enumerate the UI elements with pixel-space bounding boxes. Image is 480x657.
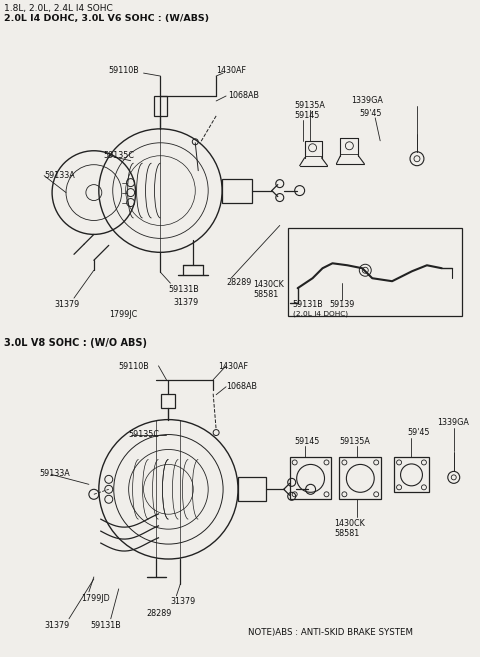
Text: 1799JD: 1799JD <box>81 594 109 603</box>
Text: 59135A: 59135A <box>295 101 325 110</box>
Text: 58581: 58581 <box>253 290 278 299</box>
Text: 59135A: 59135A <box>339 436 370 445</box>
Text: 3.0L V8 SOHC : (W/O ABS): 3.0L V8 SOHC : (W/O ABS) <box>4 338 147 348</box>
Text: 59135C: 59135C <box>104 150 135 160</box>
Bar <box>161 394 175 407</box>
Text: 58581: 58581 <box>335 529 360 538</box>
Text: 1339GA: 1339GA <box>437 418 469 426</box>
Text: 59131B: 59131B <box>91 621 121 630</box>
Text: 1799JC: 1799JC <box>109 310 137 319</box>
Text: 59139: 59139 <box>330 300 355 309</box>
Text: 1430AF: 1430AF <box>218 362 248 371</box>
Text: NOTE)ABS : ANTI-SKID BRAKE SYSTEM: NOTE)ABS : ANTI-SKID BRAKE SYSTEM <box>248 627 413 637</box>
Text: 59110B: 59110B <box>108 66 139 75</box>
Text: 31379: 31379 <box>170 597 196 606</box>
Bar <box>394 457 429 492</box>
Text: 59'45: 59'45 <box>407 428 430 437</box>
Text: 1.8L, 2.0L, 2.4L I4 SOHC: 1.8L, 2.0L, 2.4L I4 SOHC <box>4 5 113 13</box>
Text: 28289: 28289 <box>146 609 172 618</box>
Bar <box>339 457 381 499</box>
Text: 59133A: 59133A <box>44 171 75 179</box>
Text: 1339GA: 1339GA <box>351 96 383 105</box>
Bar <box>154 96 168 116</box>
Text: 59131B: 59131B <box>293 300 324 309</box>
Text: 31379: 31379 <box>44 621 70 630</box>
Text: 28289: 28289 <box>226 278 252 287</box>
Text: 59'45: 59'45 <box>360 109 382 118</box>
Text: 1068AB: 1068AB <box>228 91 259 100</box>
Bar <box>238 478 266 501</box>
Text: 59131B: 59131B <box>168 285 199 294</box>
Text: 1430CK: 1430CK <box>335 519 365 528</box>
Text: 1430CK: 1430CK <box>253 280 284 289</box>
Text: 1068AB: 1068AB <box>226 382 257 391</box>
Bar <box>288 229 462 316</box>
Text: 2.0L I4 DOHC, 3.0L V6 SOHC : (W/ABS): 2.0L I4 DOHC, 3.0L V6 SOHC : (W/ABS) <box>4 14 209 24</box>
Bar <box>222 179 252 202</box>
Text: 1430AF: 1430AF <box>216 66 246 75</box>
Text: 31379: 31379 <box>54 300 79 309</box>
Bar <box>290 457 332 499</box>
Text: 31379: 31379 <box>173 298 199 307</box>
Text: 59133A: 59133A <box>39 469 70 478</box>
Text: 59145: 59145 <box>295 111 320 120</box>
Text: 59135C: 59135C <box>129 430 160 439</box>
Text: (2.0L I4 DOHC): (2.0L I4 DOHC) <box>293 310 348 317</box>
Text: 59110B: 59110B <box>118 362 149 371</box>
Text: 59145: 59145 <box>295 436 320 445</box>
